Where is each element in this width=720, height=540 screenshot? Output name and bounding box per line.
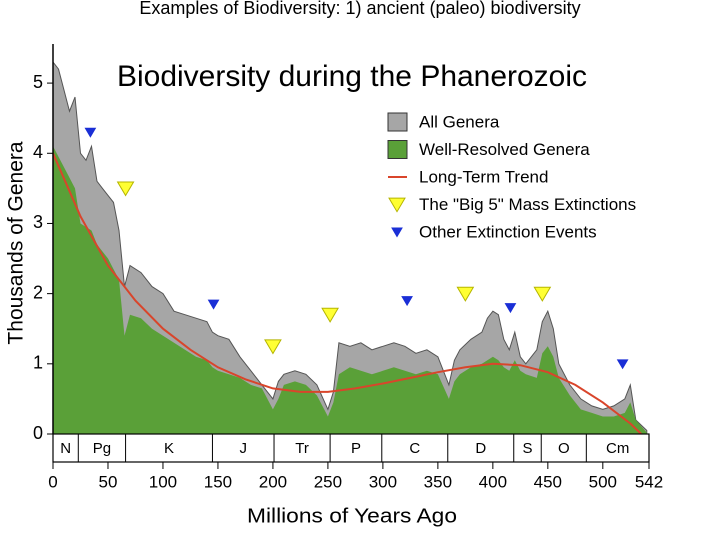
extinction-marker bbox=[533, 286, 552, 302]
x-tick-label: 500 bbox=[589, 472, 617, 491]
slide-title: Examples of Biodiversity: 1) ancient (pa… bbox=[139, 0, 580, 18]
x-tick-label: 0 bbox=[48, 472, 57, 491]
legend-label: All Genera bbox=[419, 112, 500, 131]
period-label: C bbox=[409, 440, 420, 457]
x-tick-label: 200 bbox=[259, 472, 287, 491]
period-label: D bbox=[475, 440, 486, 457]
legend-symbol bbox=[387, 112, 408, 132]
x-tick-label: 400 bbox=[479, 472, 507, 491]
legend-symbol bbox=[391, 227, 403, 238]
x-tick-label: 50 bbox=[99, 472, 118, 491]
period-label: K bbox=[164, 440, 174, 457]
x-tick-label: 350 bbox=[424, 472, 452, 491]
chart-title: Biodiversity during the Phanerozoic bbox=[117, 60, 587, 93]
y-tick-label: 3 bbox=[33, 212, 43, 232]
period-label: Cm bbox=[606, 440, 629, 457]
period-label: Pg bbox=[93, 440, 111, 457]
y-tick-label: 2 bbox=[33, 282, 43, 302]
y-tick-label: 5 bbox=[33, 72, 43, 92]
y-tick-label: 4 bbox=[33, 142, 43, 162]
extinction-marker bbox=[116, 181, 135, 197]
extinction-marker bbox=[207, 299, 220, 310]
trend-line bbox=[52, 152, 642, 435]
y-axis-label: Thousands of Genera bbox=[5, 141, 28, 344]
legend-label: Well-Resolved Genera bbox=[419, 140, 590, 159]
period-label: Tr bbox=[295, 440, 309, 457]
period-label: J bbox=[239, 440, 247, 457]
period-label: N bbox=[60, 440, 71, 457]
legend-label: Long-Term Trend bbox=[419, 167, 548, 186]
period-label: P bbox=[351, 440, 361, 457]
area bbox=[52, 60, 648, 435]
area bbox=[53, 146, 647, 435]
extinction-marker bbox=[321, 307, 339, 323]
x-tick-label: 542 bbox=[635, 472, 663, 491]
x-tick-label: 450 bbox=[534, 472, 562, 491]
legend-symbol bbox=[388, 197, 406, 213]
x-tick-label: 300 bbox=[369, 472, 397, 491]
x-tick-label: 100 bbox=[149, 472, 177, 491]
y-tick-label: 1 bbox=[33, 353, 43, 373]
legend-symbol bbox=[387, 140, 408, 159]
x-tick-label: 150 bbox=[204, 472, 232, 491]
extinction-marker bbox=[264, 339, 282, 355]
extinction-marker bbox=[84, 127, 97, 138]
extinction-marker bbox=[616, 359, 629, 370]
extinction-marker bbox=[401, 296, 413, 307]
legend-label: Other Extinction Events bbox=[419, 222, 597, 241]
y-tick-label: 0 bbox=[33, 423, 43, 443]
period-label: S bbox=[522, 440, 532, 457]
x-tick-label: 250 bbox=[314, 472, 342, 491]
extinction-marker bbox=[456, 286, 475, 302]
extinction-marker bbox=[504, 303, 517, 314]
x-axis-label: Millions of Years Ago bbox=[247, 505, 457, 527]
legend-label: The "Big 5" Mass Extinctions bbox=[419, 195, 636, 214]
period-label: O bbox=[558, 440, 570, 457]
